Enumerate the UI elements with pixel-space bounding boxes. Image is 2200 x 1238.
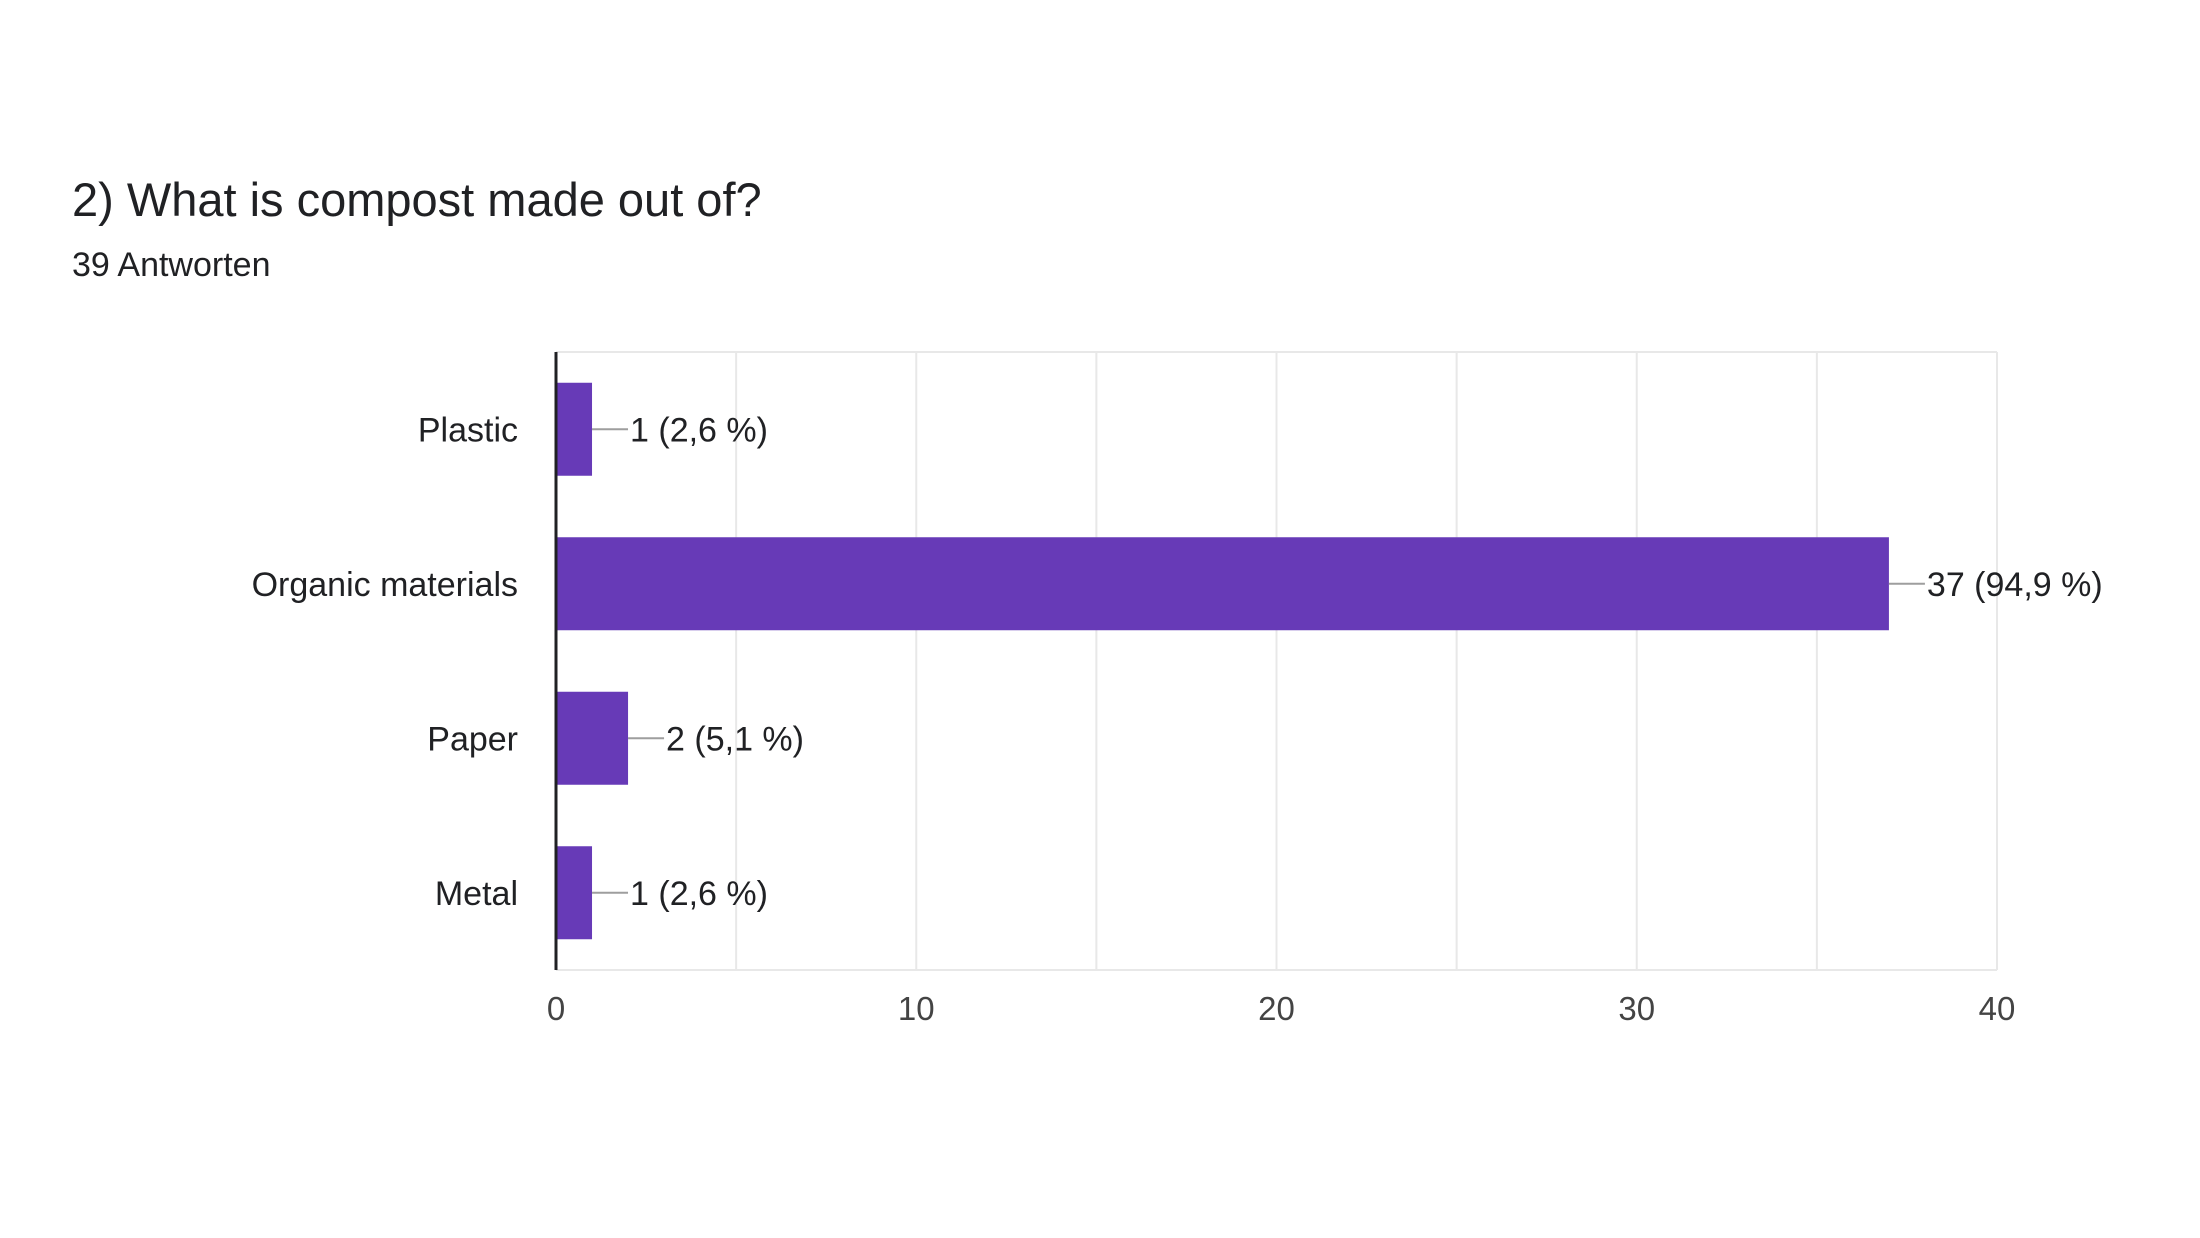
data-label: 37 (94,9 %)	[1927, 566, 2103, 604]
bars	[556, 382, 1925, 940]
bar-plastic	[556, 382, 593, 476]
question-title: 2) What is compost made out of?	[72, 173, 762, 226]
bar-paper	[556, 691, 629, 785]
gridlines	[556, 351, 1998, 971]
category-label: Plastic	[418, 411, 518, 449]
data-label: 1 (2,6 %)	[630, 875, 768, 913]
category-label: Metal	[435, 875, 518, 913]
category-label: Organic materials	[252, 566, 518, 604]
data-label: 1 (2,6 %)	[630, 411, 768, 449]
x-tick-label: 40	[1979, 990, 2016, 1027]
x-tick-label: 10	[898, 990, 935, 1027]
x-tick-label: 30	[1618, 990, 1655, 1027]
x-tick-label: 0	[547, 990, 565, 1027]
response-count: 39 Antworten	[72, 246, 271, 284]
bar-metal	[556, 846, 593, 940]
category-label: Paper	[427, 720, 518, 758]
data-label: 2 (5,1 %)	[666, 720, 804, 758]
x-tick-label: 20	[1258, 990, 1295, 1027]
bar-organic-materials	[556, 537, 1889, 631]
labels: 0 10 20 30 40 1 (2,6 %) Plastic 37 (94,9 %) Orga…	[252, 352, 2103, 1027]
